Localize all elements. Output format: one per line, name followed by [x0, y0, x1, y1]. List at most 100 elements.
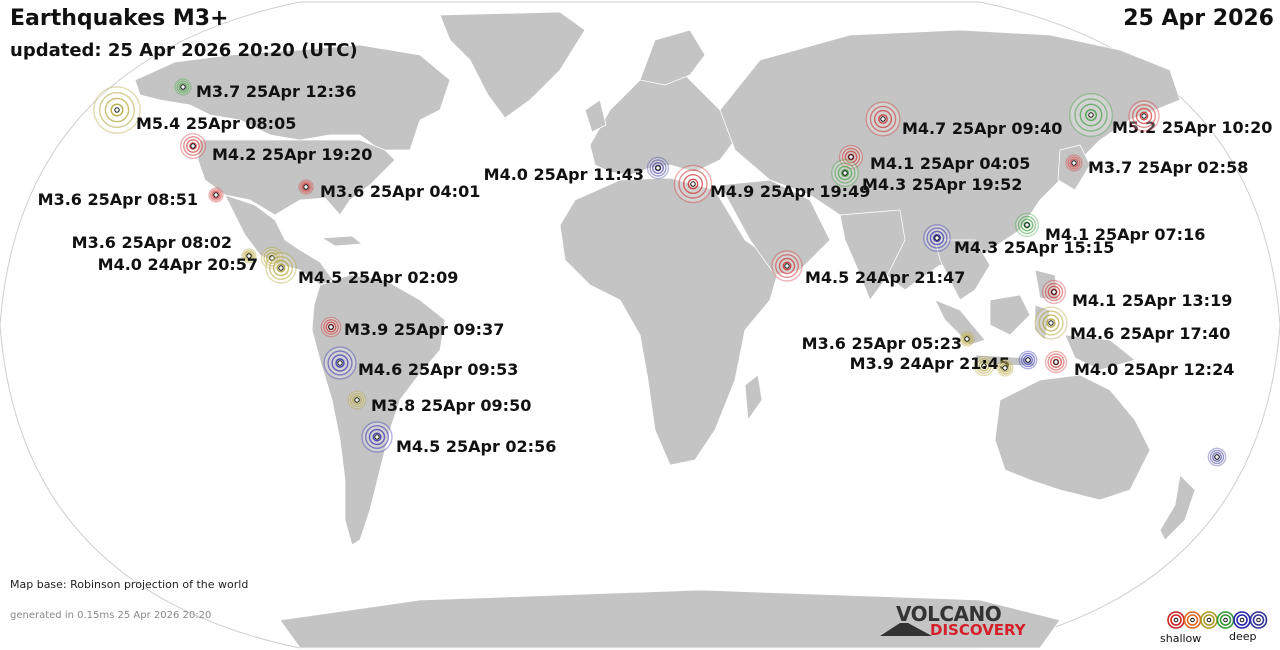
logo-volcano-text: VOLCANO: [896, 602, 1002, 626]
quake-marker-indonesia-m39[interactable]: M3.9 24Apr 21:45: [850, 354, 1010, 377]
quake-marker-peru-m38[interactable]: M3.8 25Apr 09:50: [347, 390, 531, 415]
quake-ring: [335, 358, 345, 368]
quake-label-canada-m42: M4.2 25Apr 19:20: [212, 145, 372, 164]
quake-epicenter: [981, 363, 987, 369]
quake-marker-banda-m40[interactable]: M4.0 25Apr 12:24: [1044, 350, 1235, 380]
quake-marker-indonesia-m36[interactable]: M3.6 25Apr 05:23: [802, 331, 975, 353]
quake-ring: [782, 261, 792, 271]
quake-marker-philippines-m46[interactable]: M4.6 25Apr 17:40: [1034, 306, 1230, 343]
quake-epicenter: [1051, 289, 1057, 295]
quake-label-peru-m46: M4.6 25Apr 09:53: [358, 360, 518, 379]
quake-epicenter: [1024, 222, 1030, 228]
quake-ring: [687, 178, 699, 190]
quake-ring: [263, 249, 281, 267]
quake-marker-kamchatka2[interactable]: [1128, 100, 1160, 132]
quake-marker-japan-m37[interactable]: M3.7 25Apr 02:58: [1065, 154, 1248, 177]
quake-label-argentina-m45: M4.5 25Apr 02:56: [396, 437, 556, 456]
quake-label-mexico-m40: M4.0 24Apr 20:57: [98, 255, 258, 274]
quake-ring: [678, 169, 708, 199]
quake-ring: [841, 168, 850, 177]
quake-epicenter: [1214, 454, 1220, 460]
quake-marker-tonga-deep[interactable]: [1207, 447, 1227, 467]
quake-epicenter: [190, 143, 196, 149]
legend-shallow-label: shallow: [1160, 632, 1202, 645]
quake-ring: [1017, 215, 1037, 235]
quake-marker-myanmar-m43[interactable]: M4.3 25Apr 15:15: [923, 224, 1115, 257]
quake-ring: [211, 190, 221, 200]
quake-ring: [183, 136, 203, 156]
quake-epicenter: [880, 116, 886, 122]
quake-marker-mexico-m40[interactable]: M4.0 24Apr 20:57: [98, 246, 284, 275]
quake-marker-greece-m49[interactable]: M4.9 25Apr 19:49: [673, 164, 870, 204]
quake-marker-alaska-m37[interactable]: M3.7 25Apr 12:36: [174, 78, 356, 101]
quake-ring: [649, 159, 667, 177]
quake-marker-russia-m47[interactable]: M4.7 25Apr 09:40: [865, 101, 1062, 138]
quake-ring: [1023, 221, 1031, 229]
quake-marker-mexico-m36[interactable]: M3.6 25Apr 08:02: [72, 233, 257, 264]
land-uk: [584, 99, 607, 133]
quake-label-gulf-m36: M3.6 25Apr 04:01: [320, 182, 480, 201]
quake-label-banda-m40: M4.0 25Apr 12:24: [1074, 360, 1234, 379]
quake-marker-california-m36[interactable]: M3.6 25Apr 08:51: [38, 187, 224, 209]
quake-label-mediterranean-m40: M4.0 25Apr 11:43: [484, 165, 644, 184]
logo-discovery-text: DISCOVERY: [930, 621, 1026, 639]
quake-epicenter: [213, 192, 219, 198]
quake-label-aleutian-m54: M5.4 25Apr 08:05: [136, 114, 296, 133]
quake-ring: [1042, 314, 1060, 332]
quake-marker-banda-deep[interactable]: [1018, 350, 1038, 370]
quake-ring: [210, 189, 222, 201]
quake-marker-aleutian-m54[interactable]: M5.4 25Apr 08:05: [93, 86, 296, 134]
quake-epicenter: [690, 181, 696, 187]
legend-dot: [1223, 617, 1228, 623]
quake-marker-colombia-m39[interactable]: M3.9 25Apr 09:37: [320, 316, 504, 339]
quake-epicenter: [1025, 357, 1031, 363]
land-south-america: [311, 274, 446, 546]
quake-label-centralasia-m43: M4.3 25Apr 19:52: [862, 175, 1022, 194]
quake-ring: [837, 165, 853, 181]
quake-ring: [1069, 158, 1079, 168]
generated-note: generated in 0.15ms 25 Apr 2026 20:20: [10, 610, 212, 621]
quake-ring: [243, 250, 255, 262]
quake-label-peru-m38: M3.8 25Apr 09:50: [371, 396, 531, 415]
quake-epicenter: [374, 434, 380, 440]
quake-marker-philippines-m41[interactable]: M4.1 25Apr 13:19: [1041, 279, 1233, 310]
quake-marker-indonesia2[interactable]: [996, 359, 1014, 377]
quake-ring: [269, 256, 294, 281]
quake-marker-taiwan-m41[interactable]: M4.1 25Apr 07:16: [1014, 212, 1206, 244]
quake-ring: [683, 173, 704, 194]
quake-ring: [325, 321, 337, 333]
legend-dot: [1190, 617, 1195, 623]
legend-ring: [1219, 614, 1232, 626]
quake-ring: [978, 360, 990, 372]
quake-ring: [1209, 449, 1225, 465]
quake-epicenter: [180, 84, 186, 90]
quake-marker-mediterranean-m40[interactable]: M4.0 25Apr 11:43: [484, 156, 670, 185]
quake-label-myanmar-m43: M4.3 25Apr 15:15: [954, 238, 1114, 257]
quake-ring: [962, 334, 972, 344]
quake-ring: [1211, 452, 1222, 463]
quake-ring: [1020, 218, 1034, 232]
quake-ring: [926, 227, 948, 249]
quake-marker-argentina-m45[interactable]: M4.5 25Apr 02:56: [361, 421, 556, 456]
legend-dot: [1206, 617, 1212, 623]
quake-ring: [301, 182, 311, 192]
quake-marker-gulf-m36[interactable]: M3.6 25Apr 04:01: [298, 179, 480, 201]
quake-marker-oman-m45[interactable]: M4.5 24Apr 21:47: [771, 250, 965, 287]
quake-ring: [176, 80, 190, 94]
depth-legend: [1167, 611, 1268, 629]
quake-marker-centralam-m45[interactable]: M4.5 25Apr 02:09: [265, 252, 458, 287]
quake-ring: [998, 361, 1012, 375]
quake-marker-kamchatka-m52[interactable]: M5.2 25Apr 10:20: [1068, 92, 1273, 137]
quake-label-philippines-m41: M4.1 25Apr 13:19: [1072, 291, 1232, 310]
updated-timestamp: updated: 25 Apr 2026 20:20 (UTC): [10, 40, 358, 61]
quake-ring: [1046, 318, 1056, 328]
quake-marker-centralasia-m43[interactable]: M4.3 25Apr 19:52: [831, 159, 1023, 194]
quake-label-oman-m45: M4.5 24Apr 21:47: [805, 268, 965, 287]
quake-ring: [1038, 310, 1064, 336]
quake-marker-canada-m42[interactable]: M4.2 25Apr 19:20: [179, 132, 373, 164]
quake-ring: [352, 395, 363, 406]
legend-dot: [1239, 617, 1245, 623]
quake-marker-peru-m46[interactable]: M4.6 25Apr 09:53: [323, 346, 518, 380]
legend-ring: [1170, 614, 1182, 626]
quake-ring: [961, 333, 973, 345]
